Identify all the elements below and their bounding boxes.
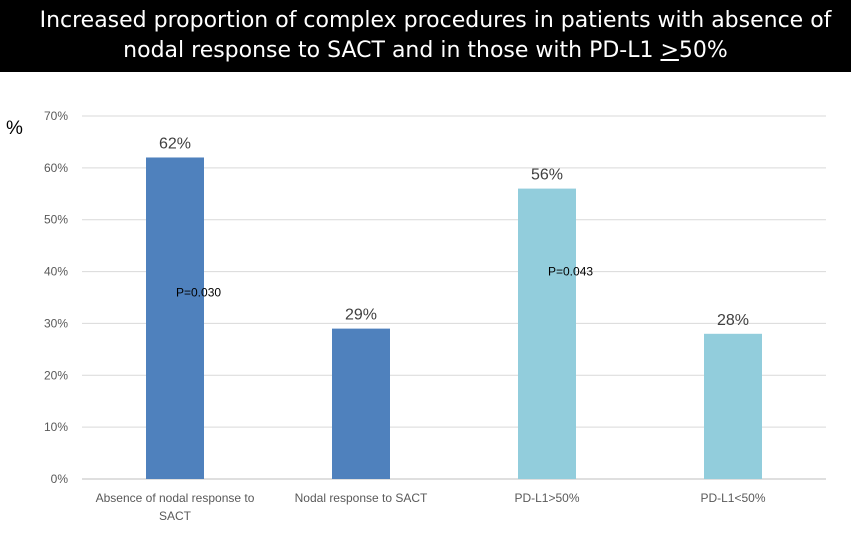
bar [518, 188, 576, 479]
data-label: 62% [159, 135, 191, 152]
p-value-annotation: P=0.043 [548, 265, 593, 279]
title-line-1: Increased proportion of complex procedur… [39, 8, 832, 33]
y-axis-label: % [6, 118, 23, 139]
y-tick-label: 20% [44, 368, 68, 382]
p-value-annotation: P=0.030 [176, 285, 221, 299]
y-tick-label: 30% [44, 316, 68, 330]
x-tick-label: Absence of nodal response to [96, 491, 255, 505]
y-tick-label: 70% [44, 109, 68, 123]
y-tick-label: 60% [44, 161, 68, 175]
data-label: 29% [345, 307, 377, 324]
bar [704, 333, 762, 479]
x-tick-label: PD-L1<50% [700, 491, 765, 505]
y-tick-label: 0% [51, 472, 69, 486]
y-tick-label: 50% [44, 213, 68, 227]
y-tick-label: 40% [44, 265, 68, 279]
title-line-2: nodal response to SACT and in those with… [0, 36, 851, 66]
title-line-2-text: nodal response to SACT and in those with… [123, 38, 661, 63]
title-underlined-symbol: > [660, 38, 679, 63]
bar [332, 328, 390, 479]
y-tick-label: 10% [44, 420, 68, 434]
title-line-2-suffix: 50% [678, 38, 728, 63]
data-label: 56% [531, 167, 563, 184]
data-label: 28% [717, 312, 749, 329]
x-tick-label: SACT [159, 509, 192, 523]
x-tick-label: PD-L1>50% [514, 491, 579, 505]
x-tick-label: Nodal response to SACT [295, 491, 428, 505]
bar [146, 157, 204, 479]
slide-title: Increased proportion of complex procedur… [0, 0, 851, 72]
